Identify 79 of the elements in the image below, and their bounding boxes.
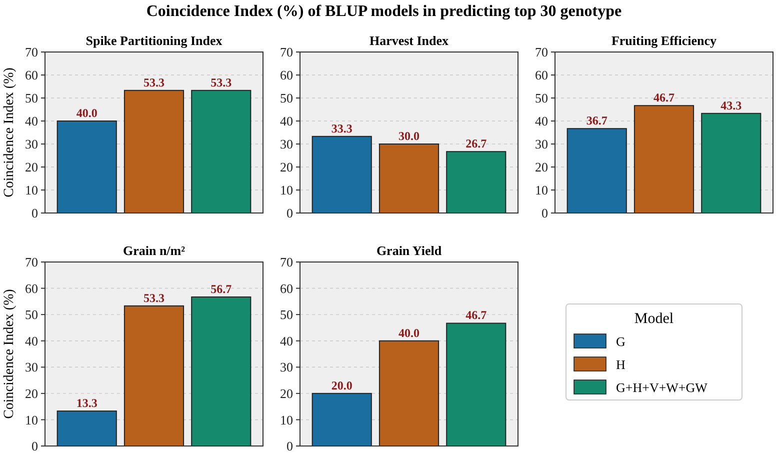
chart-title: Grain n/m² [122, 243, 186, 258]
y-tick-label: 30 [535, 136, 548, 152]
y-tick-label: 40 [280, 333, 293, 348]
bar [312, 136, 372, 214]
y-tick-label: 20 [535, 160, 548, 175]
y-axis-title: Coincidence Index (%) [2, 288, 17, 419]
bar [446, 322, 506, 446]
legend-title: Model [634, 311, 674, 327]
y-tick-label: 20 [25, 386, 38, 401]
y-tick-label: 70 [25, 44, 38, 60]
y-tick-label: 0 [32, 206, 38, 221]
data-label: 40.0 [76, 106, 98, 120]
bar [378, 340, 440, 446]
legend-label: H [616, 357, 626, 372]
bar [566, 128, 627, 214]
y-tick-label: 10 [280, 412, 293, 428]
y-tick-label: 60 [25, 68, 38, 83]
y-tick-label: 30 [25, 360, 38, 375]
chart-title: Grain Yield [376, 243, 442, 258]
data-label: 43.3 [720, 98, 742, 112]
y-tick-label: 50 [280, 307, 293, 322]
data-label: 36.7 [586, 114, 608, 128]
data-label: 56.7 [210, 282, 232, 296]
y-tick-label: 50 [25, 307, 38, 322]
y-tick-label: 70 [25, 254, 38, 270]
bar [378, 144, 440, 214]
y-tick-label: 60 [535, 68, 548, 83]
y-tick-label: 70 [535, 44, 548, 60]
data-label: 46.7 [466, 308, 487, 322]
y-tick-label: 10 [535, 182, 548, 198]
y-axis-title: Coincidence Index (%) [2, 67, 17, 198]
data-label: 26.7 [466, 136, 487, 151]
y-tick-label: 50 [280, 90, 293, 106]
legend-label: G [616, 334, 626, 349]
y-tick-label: 10 [280, 182, 293, 198]
y-tick-label: 30 [280, 136, 293, 152]
data-label: 30.0 [398, 129, 420, 143]
y-tick-label: 0 [286, 206, 293, 221]
y-tick-label: 40 [25, 114, 38, 129]
y-tick-label: 10 [25, 182, 38, 198]
y-tick-label: 70 [280, 44, 293, 60]
chart-title: Fruiting Efficiency [611, 33, 718, 48]
y-tick-label: 60 [25, 280, 38, 296]
bar [124, 305, 184, 446]
y-tick-label: 10 [25, 412, 38, 428]
data-label: 53.3 [144, 290, 164, 305]
text: Coincidence Index (%) of BLUP models in predicting top 30 genotype [146, 3, 622, 20]
y-tick-label: 30 [25, 136, 38, 152]
y-tick-label: 60 [280, 280, 293, 296]
y-tick-label: 50 [25, 90, 38, 106]
y-tick-label: 60 [280, 68, 293, 83]
data-label: 20.0 [331, 378, 352, 392]
bar [312, 392, 372, 446]
y-tick-label: 30 [280, 360, 293, 375]
y-tick-label: 20 [280, 386, 293, 401]
y-tick-label: 20 [25, 160, 38, 175]
chart-title: Harvest Index [369, 33, 450, 48]
bar [701, 112, 762, 214]
y-tick-label: 0 [542, 206, 548, 221]
chart-title: Spike Partitioning Index [86, 33, 223, 48]
bar [634, 105, 694, 214]
bar [446, 151, 506, 214]
bar [56, 410, 117, 446]
data-label: 40.0 [398, 326, 420, 340]
y-tick-label: 70 [280, 254, 293, 270]
y-tick-label: 40 [25, 333, 38, 348]
data-label: 13.3 [76, 396, 98, 410]
legend-label: G+H+V+W+GW [616, 380, 708, 395]
y-tick-label: 0 [32, 438, 38, 454]
y-tick-label: 20 [280, 160, 293, 175]
bar [191, 296, 252, 446]
data-label: 46.7 [654, 90, 674, 105]
y-tick-label: 40 [280, 114, 293, 129]
y-tick-label: 40 [535, 114, 548, 129]
data-label: 53.3 [144, 75, 164, 90]
y-tick-label: 0 [286, 438, 293, 454]
y-tick-label: 50 [535, 90, 548, 106]
data-label: 53.3 [210, 75, 232, 90]
data-label: 33.3 [331, 121, 352, 136]
